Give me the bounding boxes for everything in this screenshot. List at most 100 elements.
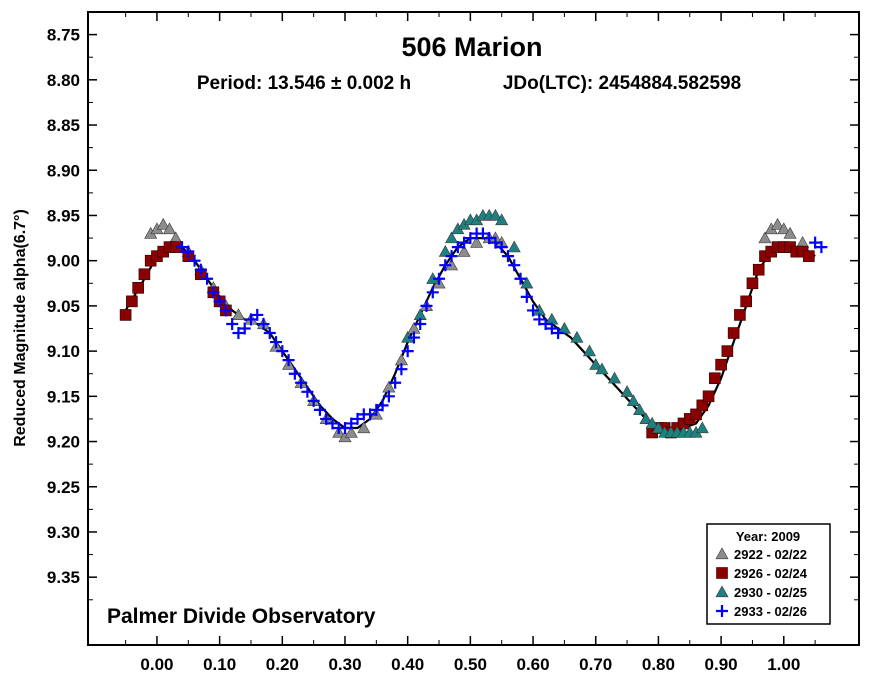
data-point bbox=[276, 345, 289, 358]
data-point bbox=[464, 232, 477, 245]
x-tick-label: 0.80 bbox=[642, 655, 675, 674]
data-point bbox=[445, 250, 458, 263]
legend-entry: 2933 - 02/26 bbox=[716, 604, 807, 619]
data-point bbox=[257, 317, 270, 330]
x-tick-label: 0.40 bbox=[391, 655, 424, 674]
data-point bbox=[495, 213, 509, 226]
data-point bbox=[162, 222, 176, 235]
data-point bbox=[758, 231, 772, 244]
y-tick-label: 9.10 bbox=[47, 342, 80, 361]
data-point bbox=[439, 259, 452, 272]
chart-title: 506 Marion bbox=[401, 32, 542, 62]
data-point bbox=[514, 272, 527, 285]
data-point bbox=[194, 263, 207, 276]
y-axis-label: Reduced Magnitude alpha(6.7°) bbox=[12, 209, 29, 447]
legend-label: 2930 - 02/25 bbox=[734, 585, 807, 600]
x-tick-label: 0.20 bbox=[266, 655, 299, 674]
data-point bbox=[552, 327, 565, 340]
data-point bbox=[344, 425, 358, 438]
data-point bbox=[495, 241, 508, 254]
data-point bbox=[263, 327, 276, 340]
y-tick-label: 9.15 bbox=[47, 387, 80, 406]
data-point bbox=[251, 308, 264, 321]
data-point bbox=[589, 358, 603, 370]
series-4 bbox=[176, 227, 828, 434]
data-point bbox=[752, 263, 765, 276]
data-point bbox=[364, 408, 377, 421]
data-point bbox=[734, 309, 746, 321]
data-point bbox=[213, 295, 226, 308]
data-point bbox=[307, 394, 320, 407]
data-point bbox=[339, 421, 351, 434]
data-point bbox=[244, 313, 257, 326]
legend-title: Year: 2009 bbox=[736, 529, 800, 544]
data-point bbox=[138, 268, 151, 281]
x-tick-label: 0.50 bbox=[454, 655, 487, 674]
data-point bbox=[489, 236, 502, 249]
data-point bbox=[815, 241, 828, 254]
y-tick-label: 9.35 bbox=[47, 568, 80, 587]
data-point bbox=[232, 327, 245, 340]
data-point bbox=[709, 372, 721, 385]
data-point bbox=[420, 299, 433, 312]
y-tick-label: 8.90 bbox=[47, 161, 80, 180]
legend-entry: 2930 - 02/25 bbox=[715, 585, 807, 600]
data-point bbox=[156, 217, 170, 230]
legend-label: 2926 - 02/24 bbox=[734, 566, 808, 581]
legend: Year: 2009 2922 - 02/22 2926 - 02/24 2930 … bbox=[706, 523, 831, 625]
data-point bbox=[771, 217, 785, 230]
data-point bbox=[313, 403, 326, 416]
data-point bbox=[401, 345, 414, 358]
data-point bbox=[320, 412, 333, 425]
data-point bbox=[570, 330, 584, 343]
chart-subtitle-period: Period: 13.546 ± 0.002 h bbox=[197, 73, 411, 94]
y-tick-label: 8.75 bbox=[47, 26, 80, 45]
data-point bbox=[501, 250, 514, 263]
data-point bbox=[645, 416, 659, 429]
data-point bbox=[201, 272, 214, 285]
data-point bbox=[282, 354, 295, 367]
y-axis-ticks: 8.75 8.80 8.85 8.90 8.95 9.00 9.05 9.10 9.15 9.20… bbox=[47, 26, 859, 601]
data-point bbox=[126, 295, 138, 308]
data-point bbox=[620, 385, 634, 397]
data-point bbox=[288, 367, 301, 380]
data-point bbox=[382, 390, 395, 403]
data-point bbox=[395, 363, 408, 376]
data-point bbox=[389, 376, 402, 389]
y-tick-label: 9.20 bbox=[47, 433, 80, 452]
data-point bbox=[445, 231, 459, 244]
data-point bbox=[231, 308, 245, 321]
data-point bbox=[433, 272, 446, 285]
data-point bbox=[727, 327, 740, 339]
data-point bbox=[507, 240, 521, 253]
data-point bbox=[295, 376, 308, 389]
data-point bbox=[326, 417, 339, 430]
y-tick-label: 9.00 bbox=[47, 252, 80, 271]
y-tick-label: 9.30 bbox=[47, 523, 80, 542]
data-point bbox=[345, 417, 358, 430]
y-tick-label: 9.25 bbox=[47, 478, 80, 497]
legend-entry: 2926 - 02/24 bbox=[716, 566, 808, 581]
data-point bbox=[483, 232, 496, 245]
data-point bbox=[438, 245, 452, 257]
data-point bbox=[457, 245, 471, 257]
data-point bbox=[696, 399, 709, 412]
data-point bbox=[207, 286, 220, 299]
x-tick-label: 0.60 bbox=[517, 655, 550, 674]
data-point bbox=[626, 394, 640, 406]
data-point bbox=[533, 313, 546, 326]
x-tick-label: 0.70 bbox=[579, 655, 612, 674]
data-point bbox=[608, 371, 622, 384]
legend-marker bbox=[715, 585, 729, 598]
data-point bbox=[545, 322, 558, 335]
data-point bbox=[376, 399, 389, 412]
data-point bbox=[470, 235, 484, 248]
legend-label: 2933 - 02/26 bbox=[734, 604, 807, 619]
data-point bbox=[651, 421, 665, 434]
series-3 bbox=[401, 208, 709, 438]
data-point bbox=[633, 403, 647, 415]
y-tick-label: 8.85 bbox=[47, 116, 80, 135]
data-point bbox=[132, 282, 144, 294]
data-point bbox=[783, 226, 797, 239]
